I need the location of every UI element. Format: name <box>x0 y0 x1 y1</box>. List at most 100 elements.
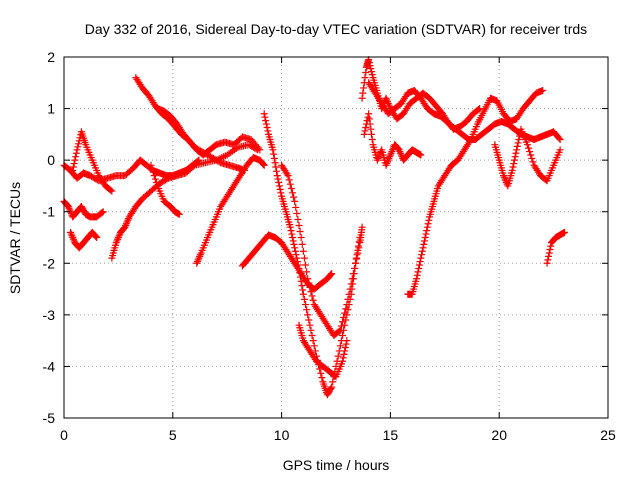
data-track-11 <box>260 110 364 399</box>
data-point <box>290 193 298 201</box>
data-point <box>374 154 382 162</box>
data-point <box>270 150 278 158</box>
data-track-2 <box>67 228 101 252</box>
data-point <box>385 101 393 109</box>
data-point <box>556 146 564 154</box>
data-point <box>309 296 317 304</box>
data-point <box>284 172 292 180</box>
data-point <box>195 254 203 262</box>
data-point <box>360 130 368 138</box>
data-point <box>297 234 305 241</box>
data-point <box>283 170 291 178</box>
data-point <box>298 240 306 248</box>
data-track-4 <box>108 141 262 262</box>
data-point <box>65 204 73 212</box>
data-point <box>386 153 394 161</box>
data-point <box>302 261 310 269</box>
data-point <box>367 65 375 73</box>
data-point <box>555 134 563 142</box>
data-point <box>295 221 303 229</box>
data-point <box>68 232 76 240</box>
data-point <box>396 148 404 156</box>
data-point <box>123 218 131 226</box>
data-point <box>423 227 431 235</box>
data-point <box>529 158 537 166</box>
data-point <box>365 59 373 67</box>
data-point <box>318 374 326 382</box>
data-point <box>543 259 551 267</box>
data-point <box>300 295 308 303</box>
data-point <box>421 234 429 241</box>
ticks-layer: 0 5 10 15 20 25 -5 -4 -3 -2 -1 0 1 2 <box>43 49 616 443</box>
data-point <box>511 153 519 161</box>
data-point <box>289 237 297 245</box>
data-point <box>514 139 522 147</box>
data-point <box>292 251 300 259</box>
data-point <box>387 149 395 157</box>
data-point <box>194 256 202 264</box>
data-point <box>368 68 376 76</box>
data-point <box>382 161 390 169</box>
data-point <box>339 318 347 326</box>
data-point <box>526 148 534 156</box>
data-point <box>422 230 430 238</box>
data-point <box>305 316 313 324</box>
data-point <box>122 220 130 228</box>
data-point <box>395 146 403 154</box>
data-point <box>368 136 376 144</box>
data-point <box>327 384 335 392</box>
data-point <box>299 286 307 294</box>
data-point <box>112 239 120 247</box>
data-point <box>72 149 80 157</box>
data-point <box>539 87 547 95</box>
data-point <box>290 240 298 248</box>
data-point <box>256 146 264 154</box>
data-point <box>360 84 368 92</box>
data-point <box>254 144 262 152</box>
data-point <box>339 357 347 365</box>
data-point <box>122 221 130 229</box>
data-point <box>297 277 305 285</box>
data-point <box>294 261 302 269</box>
data-point <box>304 311 312 319</box>
data-point <box>260 161 268 169</box>
data-point <box>545 252 553 260</box>
data-point <box>383 158 391 166</box>
data-point <box>296 227 304 235</box>
data-point <box>343 337 351 345</box>
data-point <box>67 230 75 238</box>
data-point <box>64 203 72 211</box>
data-point <box>93 234 101 241</box>
data-point <box>304 275 312 283</box>
data-point <box>308 331 316 339</box>
y-tick-label: -2 <box>43 255 56 271</box>
data-point <box>345 290 353 298</box>
x-tick-label: 0 <box>60 427 68 443</box>
data-point <box>193 259 201 267</box>
data-point <box>353 254 361 262</box>
data-point <box>114 234 122 241</box>
data-point <box>466 137 474 145</box>
data-point <box>358 94 366 102</box>
data-point <box>544 256 552 264</box>
data-point <box>276 185 284 193</box>
data-point <box>362 123 370 131</box>
data-point <box>560 228 568 236</box>
data-point <box>294 215 302 223</box>
data-point <box>306 283 314 291</box>
data-point <box>148 165 156 173</box>
data-point <box>414 268 422 276</box>
data-point <box>352 259 360 267</box>
data-point <box>328 270 336 278</box>
data-point <box>299 290 307 298</box>
data-track-5 <box>132 74 249 174</box>
data-track-12 <box>278 161 366 339</box>
data-track-10 <box>238 231 336 293</box>
data-point <box>296 273 304 281</box>
data-point <box>275 182 283 190</box>
data-point <box>67 228 75 236</box>
data-point <box>342 340 350 348</box>
data-point <box>307 288 315 296</box>
data-point <box>342 305 350 313</box>
data-track-1 <box>60 197 107 221</box>
